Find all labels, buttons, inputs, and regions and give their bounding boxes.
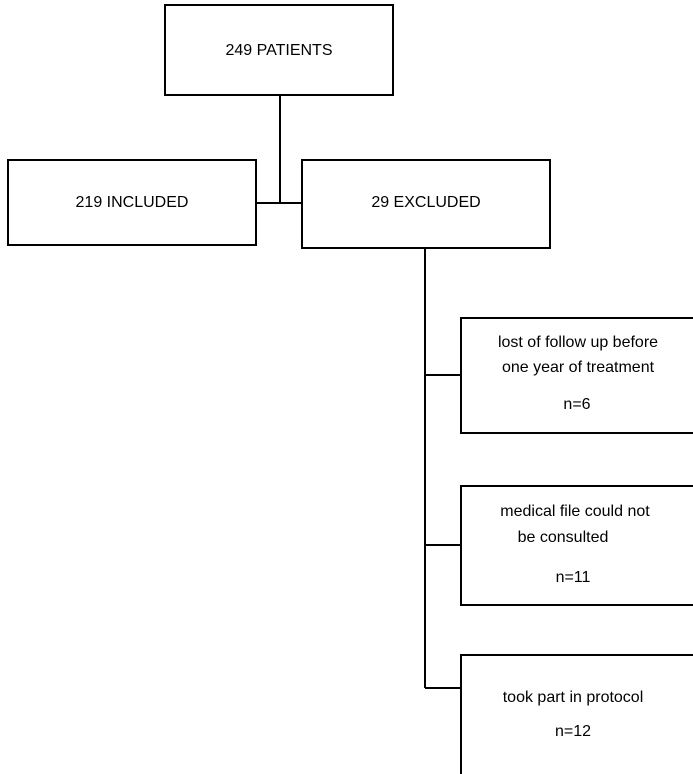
node-box: [164, 4, 394, 96]
node-box: [301, 159, 551, 249]
node-box: [460, 485, 693, 606]
node-count: n=11: [556, 569, 591, 586]
node-label: 29 EXCLUDED: [371, 194, 480, 211]
node-count: n=6: [563, 396, 590, 413]
node-count: n=12: [555, 723, 591, 740]
node-label: took part in protocol: [503, 689, 644, 706]
node-box: [460, 654, 693, 774]
node-label: 219 INCLUDED: [76, 194, 189, 211]
node-label: one year of treatment: [502, 359, 655, 376]
node-box: [7, 159, 257, 246]
node-label: be consulted: [518, 529, 609, 546]
node-box: [460, 317, 693, 434]
node-label: medical file could not: [500, 503, 650, 520]
node-label: lost of follow up before: [498, 334, 658, 351]
node-label: 249 PATIENTS: [226, 42, 333, 59]
